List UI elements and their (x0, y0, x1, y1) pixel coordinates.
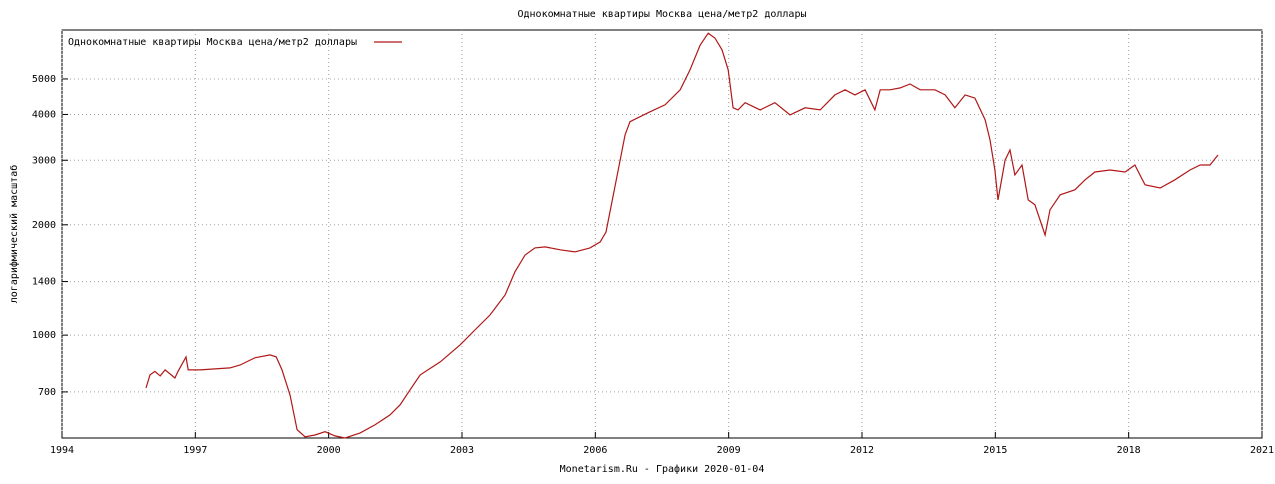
y-tick-label: 1000 (32, 330, 56, 341)
footer: Monetarism.Ru - Графики 2020-01-04 (560, 463, 765, 475)
chart-title: Однокомнатные квартиры Москва цена/метр2… (518, 9, 807, 20)
legend-label: Однокомнатные квартиры Москва цена/метр2… (68, 37, 357, 48)
x-tick-label: 2012 (850, 445, 874, 456)
y-tick-label: 3000 (32, 155, 56, 166)
x-tick-label: 2015 (983, 445, 1007, 456)
x-tick-label: 2009 (717, 445, 741, 456)
x-tick-label: 1997 (183, 445, 207, 456)
x-tick-label: 2000 (317, 445, 341, 456)
plot-frame (61, 29, 1263, 439)
y-axis-label: логарифмический масштаб (8, 165, 20, 303)
y-tick-label: 5000 (32, 74, 56, 85)
x-tick-label: 2018 (1117, 445, 1141, 456)
data-line (145, 32, 1219, 439)
x-tick-label: 2003 (450, 445, 474, 456)
y-tick-label: 700 (38, 387, 56, 398)
x-tick-label: 2021 (1250, 445, 1274, 456)
x-tick-label: 1994 (50, 445, 74, 456)
x-tick-label: 2006 (583, 445, 607, 456)
y-tick-label: 2000 (32, 220, 56, 231)
y-tick-label: 1400 (32, 277, 56, 288)
y-tick-label: 4000 (32, 109, 56, 120)
